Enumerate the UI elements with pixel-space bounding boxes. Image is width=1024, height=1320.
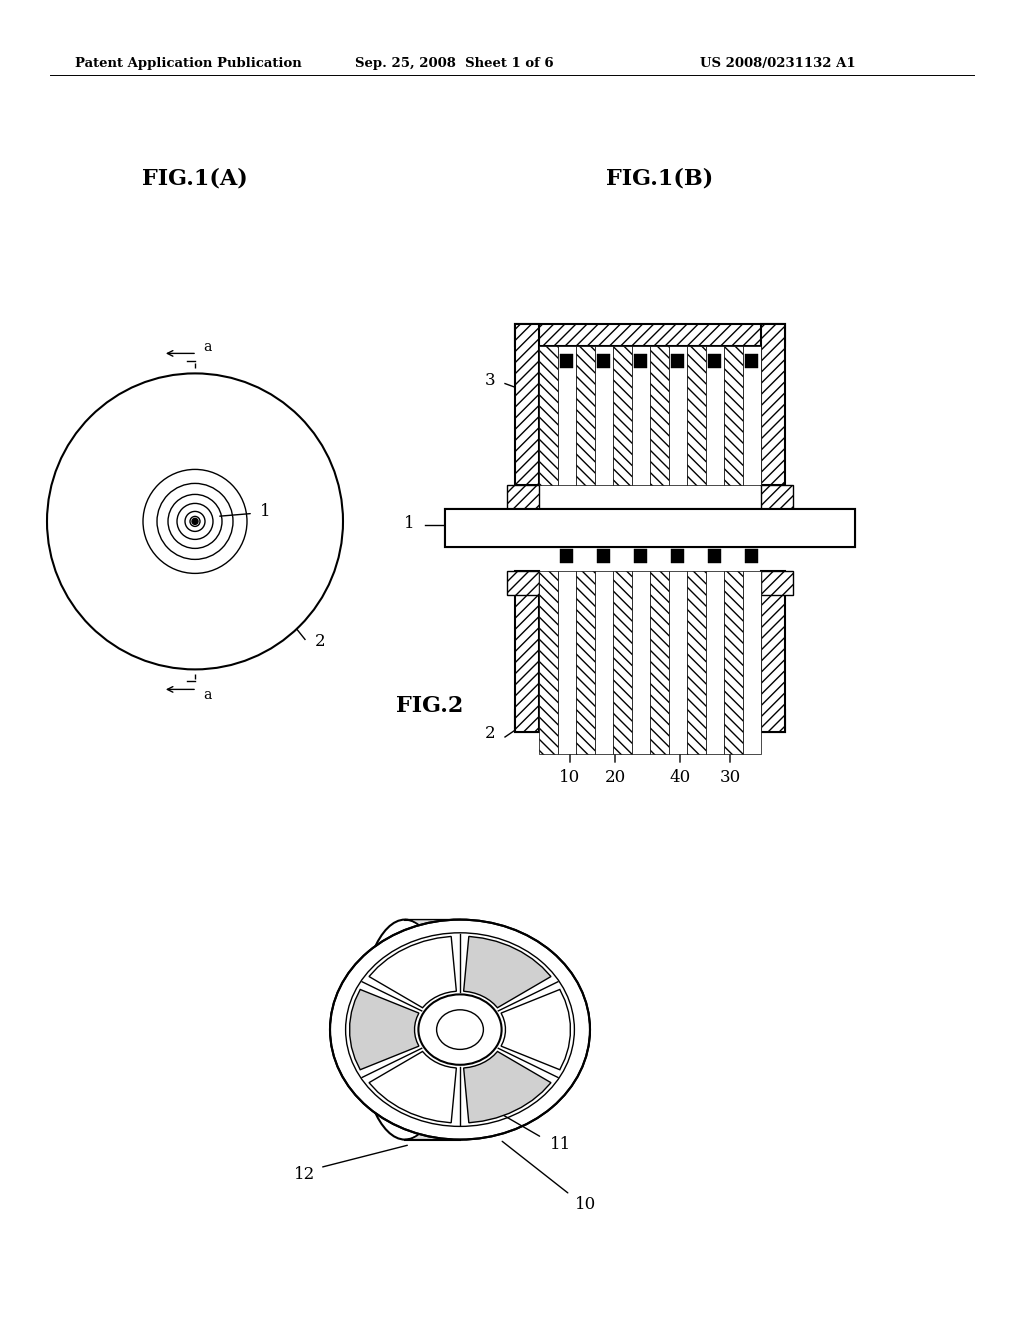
Bar (634, 354, 647, 368)
Bar (507, 572, 539, 595)
Text: 10: 10 (559, 768, 581, 785)
Polygon shape (369, 936, 457, 1007)
Ellipse shape (359, 920, 451, 1139)
Bar (595, 346, 613, 484)
Bar (557, 346, 575, 484)
Bar (745, 354, 758, 368)
Bar (597, 549, 610, 564)
Text: 20: 20 (604, 768, 626, 785)
Text: 1: 1 (404, 515, 415, 532)
Text: FIG.1(A): FIG.1(A) (142, 168, 248, 189)
Text: a: a (203, 341, 211, 354)
Bar (669, 572, 687, 754)
Bar (650, 572, 669, 754)
Bar (445, 510, 855, 546)
Bar (575, 346, 595, 484)
Bar (613, 572, 632, 754)
Bar (724, 346, 742, 484)
Text: 11: 11 (550, 1137, 571, 1154)
Text: 1: 1 (260, 503, 270, 520)
Bar (515, 323, 785, 346)
Bar (687, 346, 706, 484)
Text: 2: 2 (315, 632, 326, 649)
Polygon shape (464, 1052, 551, 1123)
Text: a: a (203, 689, 211, 702)
Text: Patent Application Publication: Patent Application Publication (75, 57, 302, 70)
Bar (515, 572, 539, 733)
Bar (761, 323, 785, 484)
Text: US 2008/0231132 A1: US 2008/0231132 A1 (700, 57, 856, 70)
Bar (669, 346, 687, 484)
Bar (706, 572, 724, 754)
Text: 10: 10 (575, 1196, 596, 1213)
Bar (507, 484, 539, 510)
Text: 40: 40 (670, 768, 690, 785)
Text: Sep. 25, 2008  Sheet 1 of 6: Sep. 25, 2008 Sheet 1 of 6 (355, 57, 554, 70)
Bar (687, 572, 706, 754)
Bar (742, 572, 761, 754)
Bar (672, 549, 684, 564)
Bar (632, 346, 650, 484)
Ellipse shape (436, 1010, 483, 1049)
Text: 30: 30 (720, 768, 740, 785)
Ellipse shape (419, 994, 502, 1065)
Bar (515, 710, 785, 733)
Bar (709, 549, 721, 564)
Polygon shape (406, 920, 506, 1139)
Bar (742, 346, 761, 484)
Bar (706, 346, 724, 484)
Bar (595, 572, 613, 754)
Text: FIG.2: FIG.2 (396, 696, 464, 717)
Bar (745, 549, 758, 564)
Bar (560, 354, 573, 368)
Bar (557, 572, 575, 754)
Polygon shape (350, 990, 419, 1069)
Ellipse shape (330, 920, 590, 1139)
Bar (672, 354, 684, 368)
Text: 3: 3 (484, 372, 495, 389)
Bar (761, 572, 793, 595)
Bar (650, 346, 669, 484)
Bar (445, 510, 855, 546)
Bar (761, 484, 793, 510)
Bar (613, 346, 632, 484)
Polygon shape (464, 936, 551, 1007)
Bar (632, 572, 650, 754)
Bar (575, 572, 595, 754)
Bar (515, 323, 539, 484)
Bar (560, 549, 573, 564)
Circle shape (193, 519, 198, 524)
Bar (539, 346, 557, 484)
Text: 2: 2 (484, 725, 495, 742)
Bar (634, 549, 647, 564)
Bar (724, 572, 742, 754)
Bar (709, 354, 721, 368)
Bar (539, 572, 557, 754)
Text: 12: 12 (294, 1166, 315, 1183)
Polygon shape (501, 990, 570, 1069)
Bar (761, 572, 785, 733)
Bar (597, 354, 610, 368)
Polygon shape (369, 1052, 457, 1123)
Text: FIG.1(B): FIG.1(B) (606, 168, 714, 189)
